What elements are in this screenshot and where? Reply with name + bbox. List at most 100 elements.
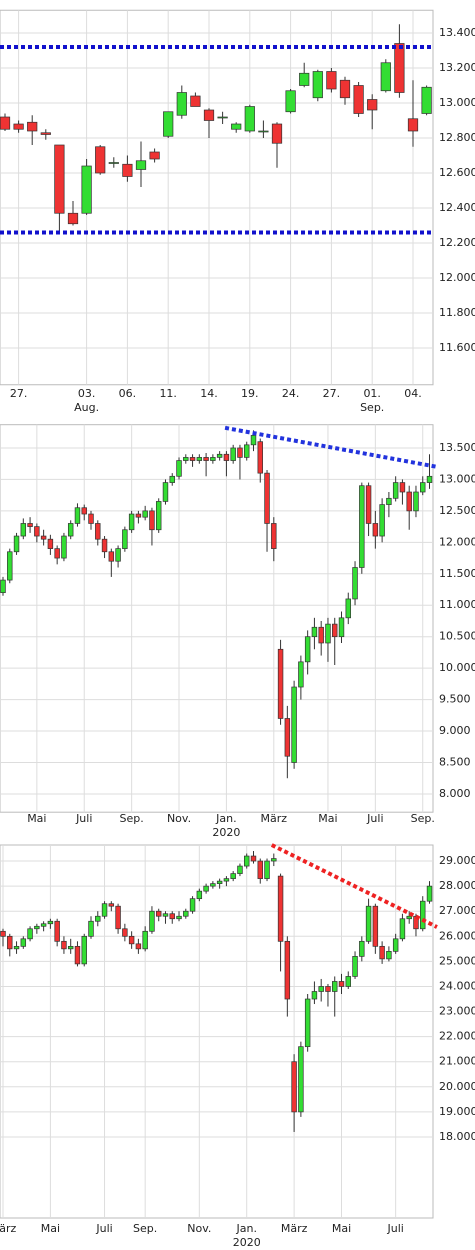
candle-body xyxy=(196,457,203,461)
candle-body xyxy=(325,986,331,992)
candle-body xyxy=(312,71,323,99)
x-tick-label: Mai xyxy=(41,1222,60,1235)
candle-body xyxy=(326,71,337,90)
candle-body xyxy=(95,146,106,174)
candle-body xyxy=(88,513,94,524)
candle-body xyxy=(47,920,54,925)
candle-body xyxy=(298,1046,304,1113)
candle-body xyxy=(74,945,81,965)
candle-body xyxy=(399,482,406,493)
x-tick-label: Nov. xyxy=(187,1222,211,1235)
y-tick-label: 10.000 xyxy=(439,661,475,674)
candle-body xyxy=(304,636,311,663)
candle-body xyxy=(74,507,81,524)
candle-body xyxy=(135,160,147,170)
candle-body xyxy=(183,457,189,461)
candle-body xyxy=(372,523,379,537)
candle-body xyxy=(40,132,51,135)
y-tick-label: 19.000 xyxy=(439,1105,475,1118)
candle-body xyxy=(332,623,338,638)
candle-body xyxy=(196,890,203,900)
candle-body xyxy=(115,548,121,562)
candle-body xyxy=(339,79,351,99)
x-tick-label: 19. xyxy=(241,387,259,400)
y-tick-label: 12.500 xyxy=(439,504,475,517)
candle-body xyxy=(406,915,412,920)
candle-body xyxy=(271,123,283,144)
candle-body xyxy=(13,123,24,130)
candle-body xyxy=(217,116,228,119)
candle-body xyxy=(142,930,148,950)
candle-body xyxy=(67,212,79,225)
candle-body xyxy=(399,918,406,940)
candle-body xyxy=(291,1061,297,1113)
candle-body xyxy=(176,460,182,477)
x-tick-label: Juli xyxy=(366,812,383,825)
candle-body xyxy=(27,928,33,940)
candle-body xyxy=(353,85,364,114)
candle-body xyxy=(203,457,209,461)
y-tick-label: 12.000 xyxy=(439,271,475,284)
candle-body xyxy=(421,86,432,114)
candle-body xyxy=(264,860,270,879)
candle-body xyxy=(210,457,216,461)
trend-line xyxy=(224,425,438,469)
y-tick-label: 11.600 xyxy=(439,341,475,354)
x-tick-label: Mai xyxy=(318,812,337,825)
y-tick-label: 27.000 xyxy=(439,904,475,917)
candle-body xyxy=(162,913,169,917)
candle-body xyxy=(67,523,74,537)
y-tick-label: 20.000 xyxy=(439,1080,475,1093)
candle-body xyxy=(54,144,65,214)
y-tick-label: 12.600 xyxy=(439,166,475,179)
x-tick-label: März xyxy=(281,1222,308,1235)
candle-body xyxy=(20,938,27,947)
x-tick-label: 03. xyxy=(78,387,96,400)
candle-body xyxy=(67,945,74,950)
candle-body xyxy=(54,548,60,559)
candle-body xyxy=(40,923,47,927)
candle-body xyxy=(108,903,115,907)
candle-body xyxy=(7,551,13,581)
candle-body xyxy=(250,855,257,862)
y-tick-label: 13.000 xyxy=(439,96,475,109)
candle-body xyxy=(149,510,155,531)
x-tick-label: März xyxy=(261,812,288,825)
x-tick-label: Mai xyxy=(27,812,46,825)
candle-body xyxy=(40,535,47,540)
candle-body xyxy=(359,940,365,957)
candle-body xyxy=(380,62,391,92)
x-tick-label: 27. xyxy=(323,387,341,400)
candle-body xyxy=(318,626,324,644)
candle-body xyxy=(189,457,196,461)
candle-body xyxy=(0,579,6,594)
x-tick-label: März xyxy=(0,1222,16,1235)
candle-body xyxy=(311,626,318,638)
candle-body xyxy=(169,913,175,920)
candle-body xyxy=(13,535,20,553)
candle-body xyxy=(183,910,189,917)
x-tick-label: Sep. xyxy=(133,1222,157,1235)
candle-body xyxy=(27,121,38,132)
candle-body xyxy=(223,453,230,461)
y-tick-label: 21.000 xyxy=(439,1055,475,1068)
candle-body xyxy=(223,878,230,882)
x-tick-label: Sep. xyxy=(120,812,144,825)
y-tick-label: 8.000 xyxy=(439,787,471,800)
candle-body xyxy=(210,883,216,887)
candle-body xyxy=(359,485,365,568)
candle-body xyxy=(142,510,148,518)
x-tick-label: 24. xyxy=(282,387,300,400)
candle-body xyxy=(155,910,162,917)
candle-body xyxy=(365,485,372,524)
x-tick-label: Sep. xyxy=(411,812,435,825)
candle-body xyxy=(155,501,162,531)
candle-body xyxy=(101,903,108,917)
candle-body xyxy=(379,504,385,537)
candle-body xyxy=(426,475,433,483)
candle-body xyxy=(216,880,223,884)
candle-body xyxy=(54,920,60,942)
candle-body xyxy=(122,163,133,177)
candle-body xyxy=(304,998,311,1048)
